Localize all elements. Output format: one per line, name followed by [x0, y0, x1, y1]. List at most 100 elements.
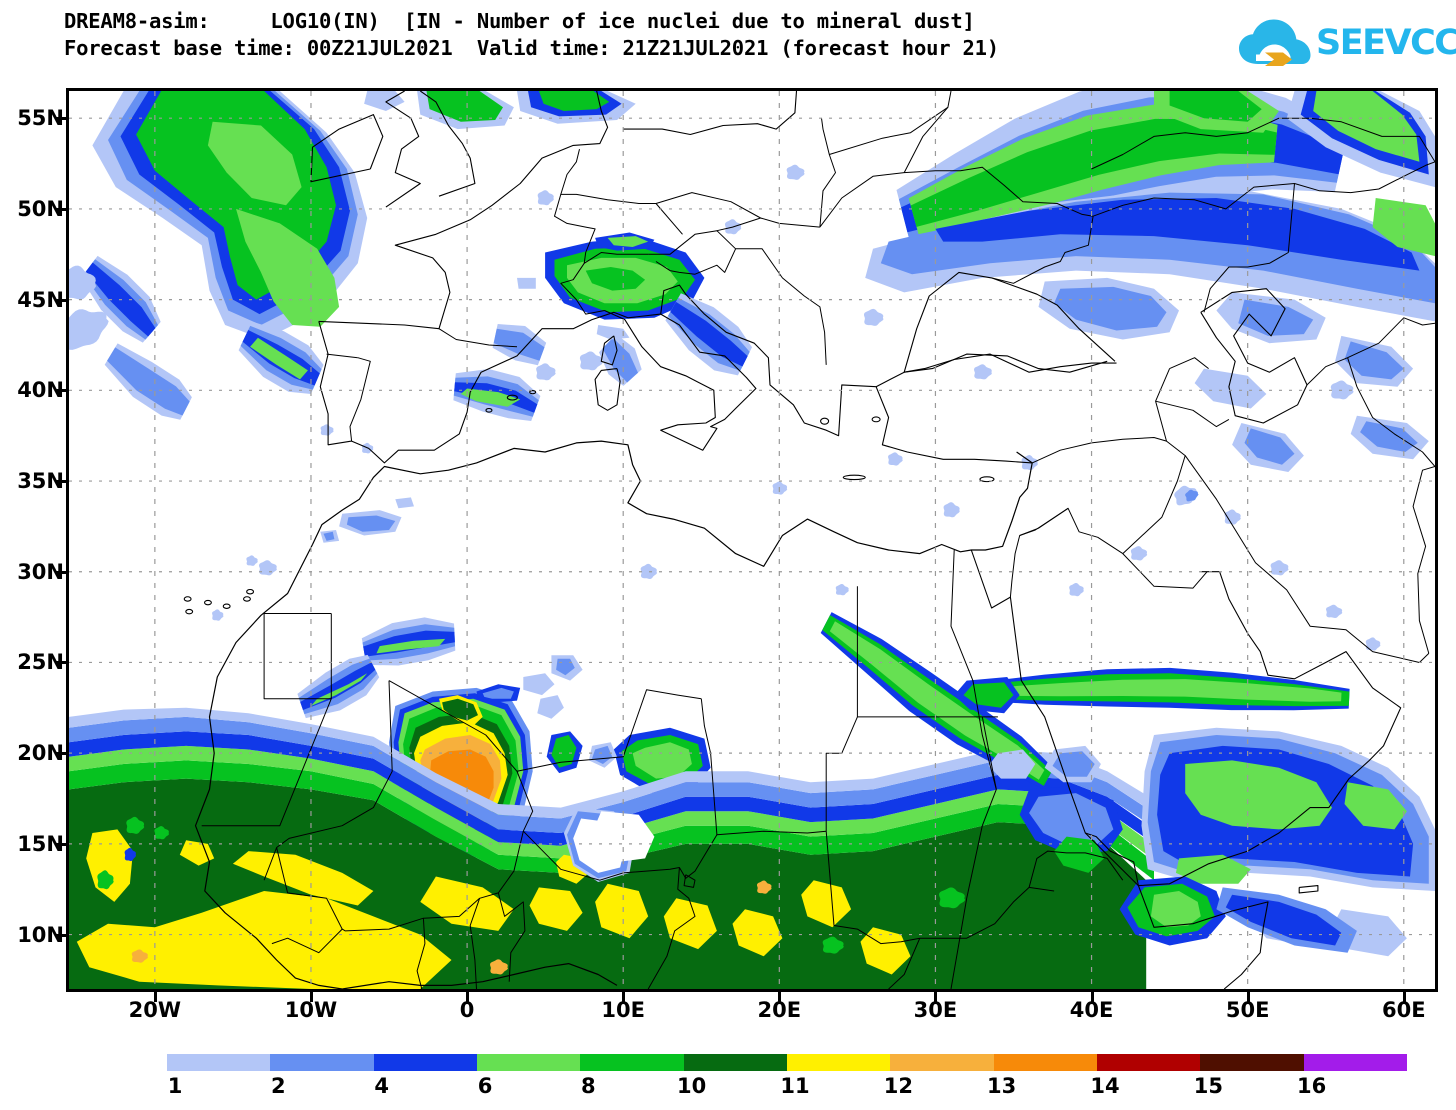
colorbar-band: [580, 1054, 684, 1071]
contour-band: [757, 880, 772, 894]
contour-band: [246, 555, 258, 566]
contour-band: [640, 563, 657, 579]
contour-band: [536, 363, 556, 381]
latitude-tick: [56, 661, 66, 665]
colorbar-band: [373, 1054, 477, 1071]
colorbar-tick-label: 13: [987, 1074, 1017, 1098]
logo-text: SEEVCCC: [1316, 23, 1456, 63]
colorbar-tick-label: 10: [677, 1074, 707, 1098]
longitude-tick-label: 50E: [1225, 998, 1270, 1022]
colorbar-tick-label: 6: [477, 1074, 493, 1098]
latitude-tick: [56, 752, 66, 756]
contour-band: [131, 949, 148, 963]
latitude-tick-label: 20N: [17, 741, 64, 766]
longitude-tick-label: 40E: [1069, 998, 1114, 1022]
latitude-tick-label: 40N: [17, 378, 64, 403]
contour-band: [124, 847, 136, 862]
contour-band: [1330, 380, 1354, 400]
colorbar-tick-label: 16: [1297, 1074, 1327, 1098]
latitude-tick: [56, 933, 66, 937]
latitude-tick: [56, 207, 66, 211]
contour-band: [772, 481, 788, 495]
dust-ice-nuclei-field: [69, 91, 1435, 989]
longitude-tick-label: 10W: [284, 998, 338, 1022]
colorbar-tick-label: 8: [581, 1074, 596, 1098]
longitude-tick-label: 60E: [1381, 998, 1426, 1022]
chart-header: DREAM8-asim: LOG10(IN) [IN - Number of i…: [64, 8, 1214, 62]
colorbar-labels: 1 2 4 6 8 10 11 12 13 14 15 16: [0, 1074, 1456, 1104]
colorbar-band: [890, 1054, 994, 1071]
cloud-arrow-icon: [1238, 18, 1312, 68]
contour-band: [126, 816, 145, 834]
latitude-tick-label: 30N: [17, 559, 64, 584]
contour-band: [974, 364, 992, 380]
latitude-tick-label: 50N: [17, 196, 64, 221]
latitude-tick: [56, 389, 66, 393]
contour-band: [725, 219, 742, 235]
contour-band: [1270, 560, 1289, 576]
contour-band: [864, 308, 884, 326]
longitude-tick: [1090, 992, 1094, 1002]
contour-band: [1169, 91, 1262, 122]
contour-band: [69, 265, 97, 300]
contour-band: [207, 121, 302, 206]
map-plot-area: [66, 88, 1438, 992]
colorbar-band: [270, 1054, 374, 1071]
longitude-tick: [778, 992, 782, 1002]
latitude-tick-label: 15N: [17, 831, 64, 856]
latitude-tick: [56, 480, 66, 484]
colorbar-tick-label: 2: [271, 1074, 286, 1098]
contour-band: [107, 347, 190, 416]
longitude-tick-label: 20W: [128, 998, 182, 1022]
contour-band: [596, 325, 630, 340]
contour-band: [517, 277, 536, 289]
contour-band: [1194, 368, 1267, 409]
contour-band: [888, 452, 903, 466]
colorbar-band: [786, 1054, 891, 1071]
colorbar-tick-label: 14: [1090, 1074, 1120, 1098]
colorbar-tick-label: 12: [883, 1074, 913, 1098]
longitude-tick: [1246, 992, 1250, 1002]
latitude-tick: [56, 570, 66, 574]
header-line-2: Forecast base time: 00Z21JUL2021 Valid t…: [64, 36, 999, 60]
contour-band: [259, 560, 277, 576]
contour-band: [1130, 546, 1148, 561]
contour-band: [69, 309, 109, 350]
colorbar-tick-label: 4: [374, 1074, 389, 1098]
colorbar-band: [476, 1054, 581, 1071]
contour-band: [537, 190, 554, 206]
colorbar-band: [993, 1054, 1097, 1071]
colorbar-band: [1200, 1054, 1304, 1071]
latitude-tick-label: 45N: [17, 287, 64, 312]
longitude-tick: [466, 992, 470, 1002]
contour-band: [537, 695, 564, 719]
contour-band: [732, 909, 783, 957]
longitude-tick: [934, 992, 938, 1002]
contour-band: [523, 673, 555, 696]
contour-band: [835, 584, 849, 596]
colorbar-band: [683, 1054, 787, 1071]
latitude-tick: [56, 842, 66, 846]
longitude-tick: [153, 992, 157, 1002]
longitude-tick: [309, 992, 313, 1002]
contour-band: [236, 208, 340, 327]
contour-band: [943, 502, 960, 518]
contour-band: [1021, 455, 1038, 471]
colorbar-tick-label: 15: [1193, 1074, 1223, 1098]
colorbar-band: [167, 1054, 271, 1071]
latitude-tick: [56, 298, 66, 302]
contour-band: [212, 609, 224, 621]
longitude-tick-label: 10E: [601, 998, 645, 1022]
contour-band: [250, 337, 308, 380]
contour-band: [529, 887, 583, 931]
latitude-tick-label: 25N: [17, 650, 64, 675]
colorbar-band: [1096, 1054, 1201, 1071]
latitude-tick-label: 35N: [17, 469, 64, 494]
contour-band: [364, 91, 405, 111]
contour-band: [786, 164, 805, 180]
colorbar-band: [1303, 1054, 1407, 1071]
longitude-tick: [622, 992, 626, 1002]
contour-band: [395, 497, 414, 509]
longitude-tick-label: 20E: [757, 998, 802, 1022]
